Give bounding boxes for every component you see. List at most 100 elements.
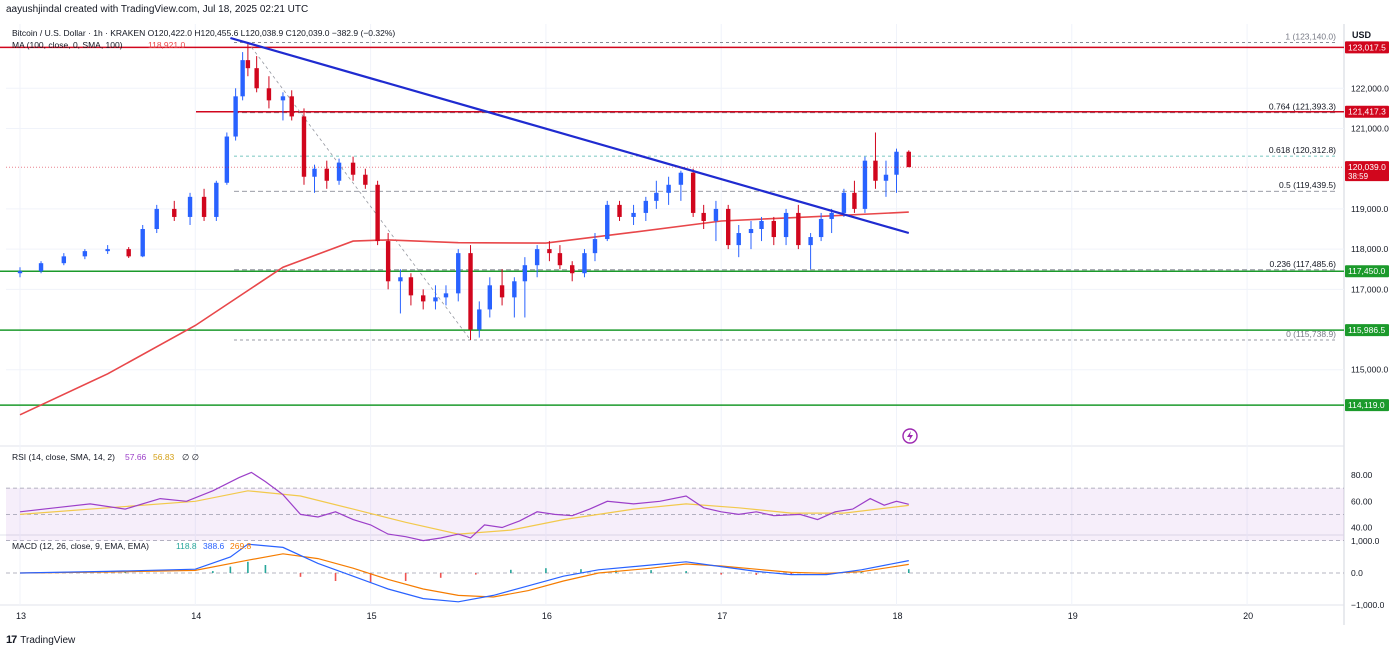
watermark-credit: aayushjindal created with TradingView.co… <box>6 4 309 15</box>
x-tick-label: 18 <box>893 611 903 621</box>
macd-histogram-bar <box>299 573 302 577</box>
candle-body <box>280 96 286 101</box>
candle-body <box>233 96 238 137</box>
rsi-legend-extra: ∅ ∅ <box>182 452 199 462</box>
candle-body <box>862 160 868 209</box>
macd-legend-signal: 269.8 <box>230 541 252 551</box>
candle-body <box>17 271 23 274</box>
y-tick-label: 121,000.0 <box>1351 123 1389 133</box>
candle-body <box>512 281 517 298</box>
candle-body <box>456 253 461 294</box>
brand-name: TradingView <box>20 634 76 646</box>
x-tick-label: 17 <box>717 611 727 621</box>
candle-body <box>783 212 789 238</box>
currency-label: USD <box>1352 30 1372 40</box>
candle-body <box>582 253 587 274</box>
candle-body <box>736 233 741 246</box>
candle-body <box>245 60 251 69</box>
price-badge <box>1345 399 1389 412</box>
candle-body <box>569 265 575 274</box>
x-tick-label: 14 <box>191 611 201 621</box>
candle-body <box>557 253 563 266</box>
macd-legend-line: 388.6 <box>203 541 225 551</box>
fib-level-label: 0 (115,738.9) <box>1286 329 1336 339</box>
fib-anchor-line <box>247 42 471 341</box>
candle-body <box>631 212 636 217</box>
candle-body <box>499 285 505 298</box>
candle-body <box>433 297 438 302</box>
macd-histogram-bar <box>755 573 758 575</box>
candle-body <box>240 60 245 97</box>
rsi-legend-value: 57.66 <box>125 452 147 462</box>
x-tick-label: 19 <box>1068 611 1078 621</box>
candle-body <box>38 263 44 272</box>
macd-histogram-bar <box>247 561 249 573</box>
candle-body <box>841 192 847 213</box>
macd-y-tick-label: −1,000.0 <box>1351 600 1385 610</box>
macd-histogram-bar <box>264 565 267 573</box>
candle-body <box>690 172 696 213</box>
candle-body <box>592 239 598 254</box>
macd-histogram-bar <box>212 571 214 573</box>
rsi-legend-label: RSI (14, close, SMA, 14, 2) <box>12 452 115 462</box>
candle-body <box>301 116 307 177</box>
candle-body <box>140 229 145 257</box>
candle-body <box>808 237 813 246</box>
candle-body <box>678 172 684 185</box>
x-tick-label: 13 <box>16 611 26 621</box>
rsi-ma-legend-value: 56.83 <box>153 452 175 462</box>
macd-histogram-bar <box>790 573 793 575</box>
macd-histogram-bar <box>229 566 232 573</box>
candle-body <box>468 253 473 330</box>
candle-body <box>906 151 911 168</box>
price-badge-label: 117,450.0 <box>1348 266 1385 276</box>
fib-level-label: 0.5 (119,439.5) <box>1279 180 1336 190</box>
candle-body <box>324 168 329 181</box>
fib-level-label: 0.764 (121,393.3) <box>1269 102 1336 112</box>
lightning-icon <box>902 428 918 444</box>
candle-body <box>487 285 493 310</box>
ma-100-line <box>19 211 909 416</box>
candle-body <box>336 162 342 181</box>
candle-body <box>375 184 380 242</box>
candle-body <box>829 212 834 219</box>
fib-level-label: 0.236 (117,485.6) <box>1270 259 1337 269</box>
candle-body <box>547 249 552 254</box>
price-badge-countdown: 38:59 <box>1348 172 1369 181</box>
candle-body <box>385 241 391 282</box>
candle-body <box>312 168 317 177</box>
y-tick-label: 122,000.0 <box>1351 83 1389 93</box>
y-tick-label: 118,000.0 <box>1351 244 1388 254</box>
x-tick-label: 20 <box>1243 611 1253 621</box>
x-tick-label: 15 <box>367 611 377 621</box>
price-badge-label: 121,417.3 <box>1348 107 1386 117</box>
candle-body <box>666 184 671 193</box>
price-badge-label: 114,119.0 <box>1348 400 1385 410</box>
price-badge <box>1345 265 1389 278</box>
candle-body <box>713 208 719 221</box>
macd-legend-label: MACD (12, 26, close, 9, EMA, EMA) <box>12 541 149 551</box>
macd-histogram-bar <box>334 573 337 581</box>
rsi-ma-line <box>19 490 909 535</box>
candle-body <box>522 265 528 282</box>
candle-body <box>748 229 754 234</box>
candle-body <box>771 220 776 238</box>
macd-legend-hist: 118.8 <box>176 541 197 551</box>
candle-body <box>654 192 659 201</box>
tradingview-brand[interactable]: 17 TradingView <box>6 634 75 646</box>
macd-histogram-bar <box>860 571 863 573</box>
macd-signal-line <box>19 553 909 598</box>
candle-body <box>201 196 207 217</box>
candle-body <box>701 212 706 221</box>
x-tick-label: 16 <box>542 611 552 621</box>
rsi-y-tick-label: 60.00 <box>1351 496 1373 506</box>
candle-body <box>172 208 177 217</box>
candle-body <box>187 196 193 217</box>
candle-body <box>398 277 403 282</box>
macd-line <box>19 543 909 603</box>
chart-legend-symbol: Bitcoin / U.S. Dollar · 1h · KRAKEN O120… <box>12 28 395 38</box>
price-badge <box>1345 324 1389 337</box>
price-badge <box>1345 161 1389 182</box>
